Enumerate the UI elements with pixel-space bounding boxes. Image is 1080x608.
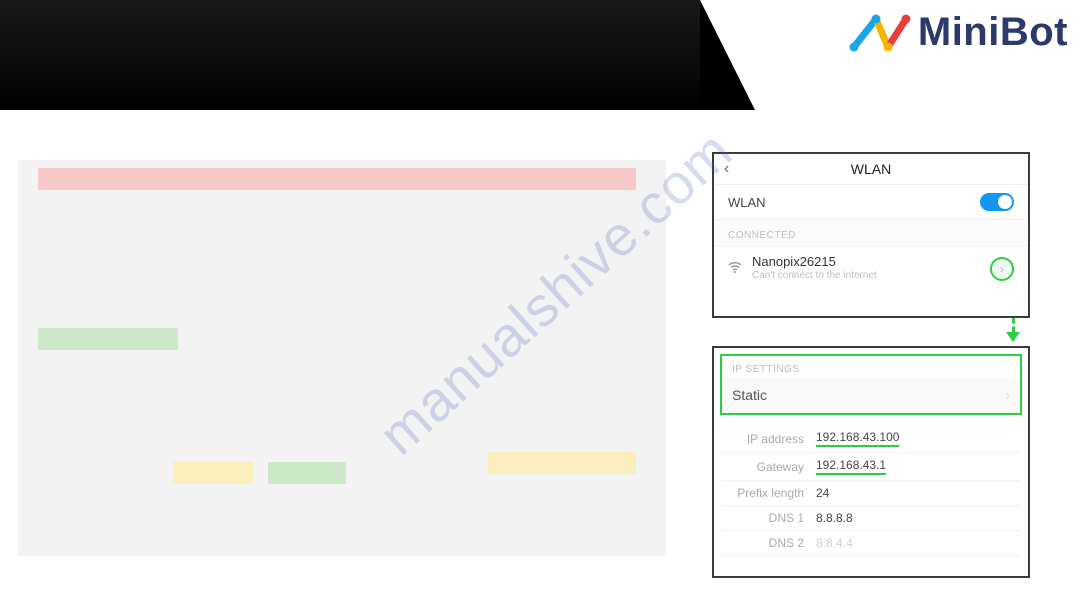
ip-dns1-label: DNS 1: [726, 511, 804, 525]
highlight-block-yellow-1: [173, 462, 253, 484]
ip-settings-highlight: IP SETTINGS Static ›: [720, 354, 1022, 415]
ip-prefix-value: 24: [816, 486, 829, 500]
ip-mode-value: Static: [732, 387, 767, 403]
ip-address-value: 192.168.43.100: [816, 430, 899, 447]
ip-row-dns2[interactable]: DNS 2 8.8.4.4: [722, 531, 1020, 556]
ip-row-gateway[interactable]: Gateway 192.168.43.1: [722, 453, 1020, 481]
logo: MiniBot: [848, 10, 1068, 55]
logo-text: MiniBot: [918, 10, 1068, 55]
back-icon[interactable]: ‹: [724, 160, 729, 178]
ip-section-label: IP SETTINGS: [722, 356, 1020, 379]
top-banner: [0, 0, 700, 110]
ip-gateway-value: 192.168.43.1: [816, 458, 886, 475]
highlight-block-red: [38, 168, 636, 190]
ip-table: IP address 192.168.43.100 Gateway 192.16…: [714, 421, 1028, 556]
ip-prefix-label: Prefix length: [726, 486, 804, 500]
wlan-section-connected: CONNECTED: [714, 219, 1028, 245]
wlan-toggle-label: WLAN: [728, 195, 766, 210]
wlan-network-name: Nanopix26215: [752, 254, 877, 270]
ip-row-prefix[interactable]: Prefix length 24: [722, 481, 1020, 506]
wlan-header: ‹ WLAN: [714, 154, 1028, 184]
chevron-right-icon: ›: [1005, 387, 1010, 403]
logo-mark-icon: [848, 13, 912, 53]
wlan-panel: ‹ WLAN WLAN CONNECTED Nanopix26215 Can't…: [712, 152, 1030, 318]
highlight-block-green-1: [38, 328, 178, 350]
wlan-toggle[interactable]: [980, 193, 1014, 211]
ip-address-label: IP address: [726, 432, 804, 446]
highlight-block-yellow-2: [488, 452, 636, 474]
ip-gateway-label: Gateway: [726, 460, 804, 474]
wlan-network-row[interactable]: Nanopix26215 Can't connect to the intern…: [714, 245, 1028, 293]
wlan-title: WLAN: [851, 161, 891, 177]
ip-row-address[interactable]: IP address 192.168.43.100: [722, 425, 1020, 453]
wlan-toggle-row[interactable]: WLAN: [714, 184, 1028, 219]
ip-mode-row[interactable]: Static ›: [722, 379, 1020, 413]
wlan-network-status: Can't connect to the internet: [752, 270, 877, 283]
highlight-block-green-2: [268, 462, 346, 484]
ip-row-dns1[interactable]: DNS 1 8.8.8.8: [722, 506, 1020, 531]
ip-settings-panel: IP SETTINGS Static › IP address 192.168.…: [712, 346, 1030, 578]
ip-dns2-label: DNS 2: [726, 536, 804, 550]
wlan-network-detail-button[interactable]: ›: [990, 257, 1014, 281]
arrow-down-icon: [1006, 318, 1020, 342]
left-content-area: [18, 160, 666, 556]
wifi-icon: [728, 261, 742, 276]
ip-dns1-value: 8.8.8.8: [816, 511, 853, 525]
ip-dns2-value: 8.8.4.4: [816, 536, 853, 550]
